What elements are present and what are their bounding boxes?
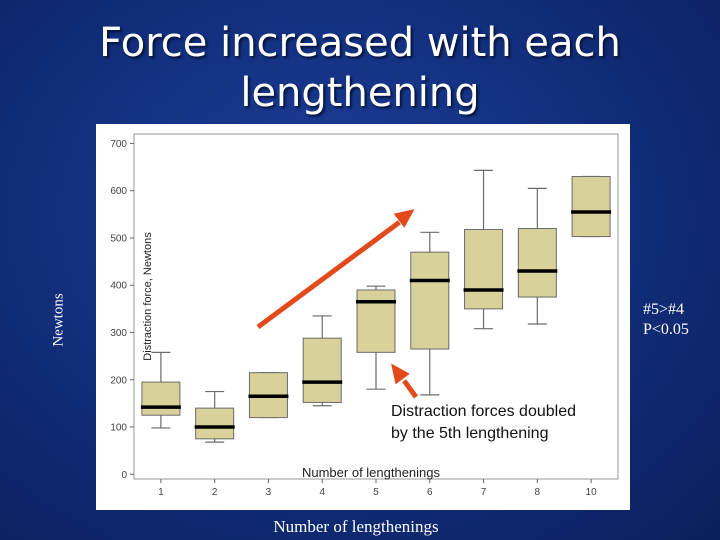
x-tick-label: 8 xyxy=(535,487,541,498)
box xyxy=(302,337,342,403)
box xyxy=(517,228,557,298)
x-tick-label: 1 xyxy=(158,487,164,498)
box xyxy=(356,289,396,353)
x-tick-label: 6 xyxy=(427,487,433,498)
box xyxy=(464,228,504,310)
y-tick-label: 100 xyxy=(110,423,127,434)
arrow-head xyxy=(388,360,413,387)
y-tick-label: 400 xyxy=(110,281,127,292)
y-tick-label: 600 xyxy=(110,186,127,197)
outer-x-axis-label: Number of lengthenings xyxy=(273,517,439,536)
stat-note-pvalue: P<0.05 xyxy=(643,321,689,338)
y-tick-label: 0 xyxy=(121,470,127,481)
annotation-line: Distraction forces doubled xyxy=(391,403,576,420)
box-plot-5 xyxy=(356,285,396,390)
box-plot-1 xyxy=(140,351,181,429)
x-tick-label: 2 xyxy=(212,487,218,498)
box xyxy=(410,251,450,350)
box-plot-3 xyxy=(248,372,289,419)
box-plot-10 xyxy=(571,175,612,238)
box-plot-2 xyxy=(194,390,235,443)
y-tick-label: 500 xyxy=(110,233,127,244)
x-tick-label: 7 xyxy=(481,487,487,498)
arrow-shaft xyxy=(402,379,419,399)
box xyxy=(571,176,611,238)
x-tick-label: 5 xyxy=(373,487,379,498)
box-plot-8 xyxy=(517,187,558,325)
box-plot-chart: 0 100 200 300 400 500 600 700 Distraction force,… xyxy=(110,133,619,498)
statistical-note: #5>#4 P<0.05 xyxy=(643,300,715,340)
x-tick-label: 10 xyxy=(586,487,598,498)
x-tick-label: 3 xyxy=(266,487,272,498)
box-plot-6 xyxy=(409,231,450,396)
chart-panel: 0 100 200 300 400 500 600 700 Distraction force,… xyxy=(96,124,630,510)
y-tick-label: 300 xyxy=(110,328,127,339)
box xyxy=(195,407,235,440)
y-tick-label: 700 xyxy=(110,139,127,150)
stat-note-comparison: #5>#4 xyxy=(643,301,685,318)
arrow-shaft xyxy=(256,220,401,330)
box xyxy=(141,381,181,416)
pointer-arrow xyxy=(388,360,420,400)
slide-title: Force increased with each lengthening xyxy=(99,20,621,116)
outer-y-axis-label: Newtons xyxy=(50,293,67,347)
y-axis-label: Distraction force, Newtons xyxy=(142,232,154,361)
y-tick-label: 200 xyxy=(110,375,127,386)
box-plot-4 xyxy=(302,315,343,407)
annotation-line: by the 5th lengthening xyxy=(391,425,548,442)
box-plot-7 xyxy=(463,169,504,330)
trend-arrow xyxy=(255,206,418,331)
x-axis-label: Number of lengthenings xyxy=(302,465,441,480)
x-tick-label: 4 xyxy=(319,487,325,498)
